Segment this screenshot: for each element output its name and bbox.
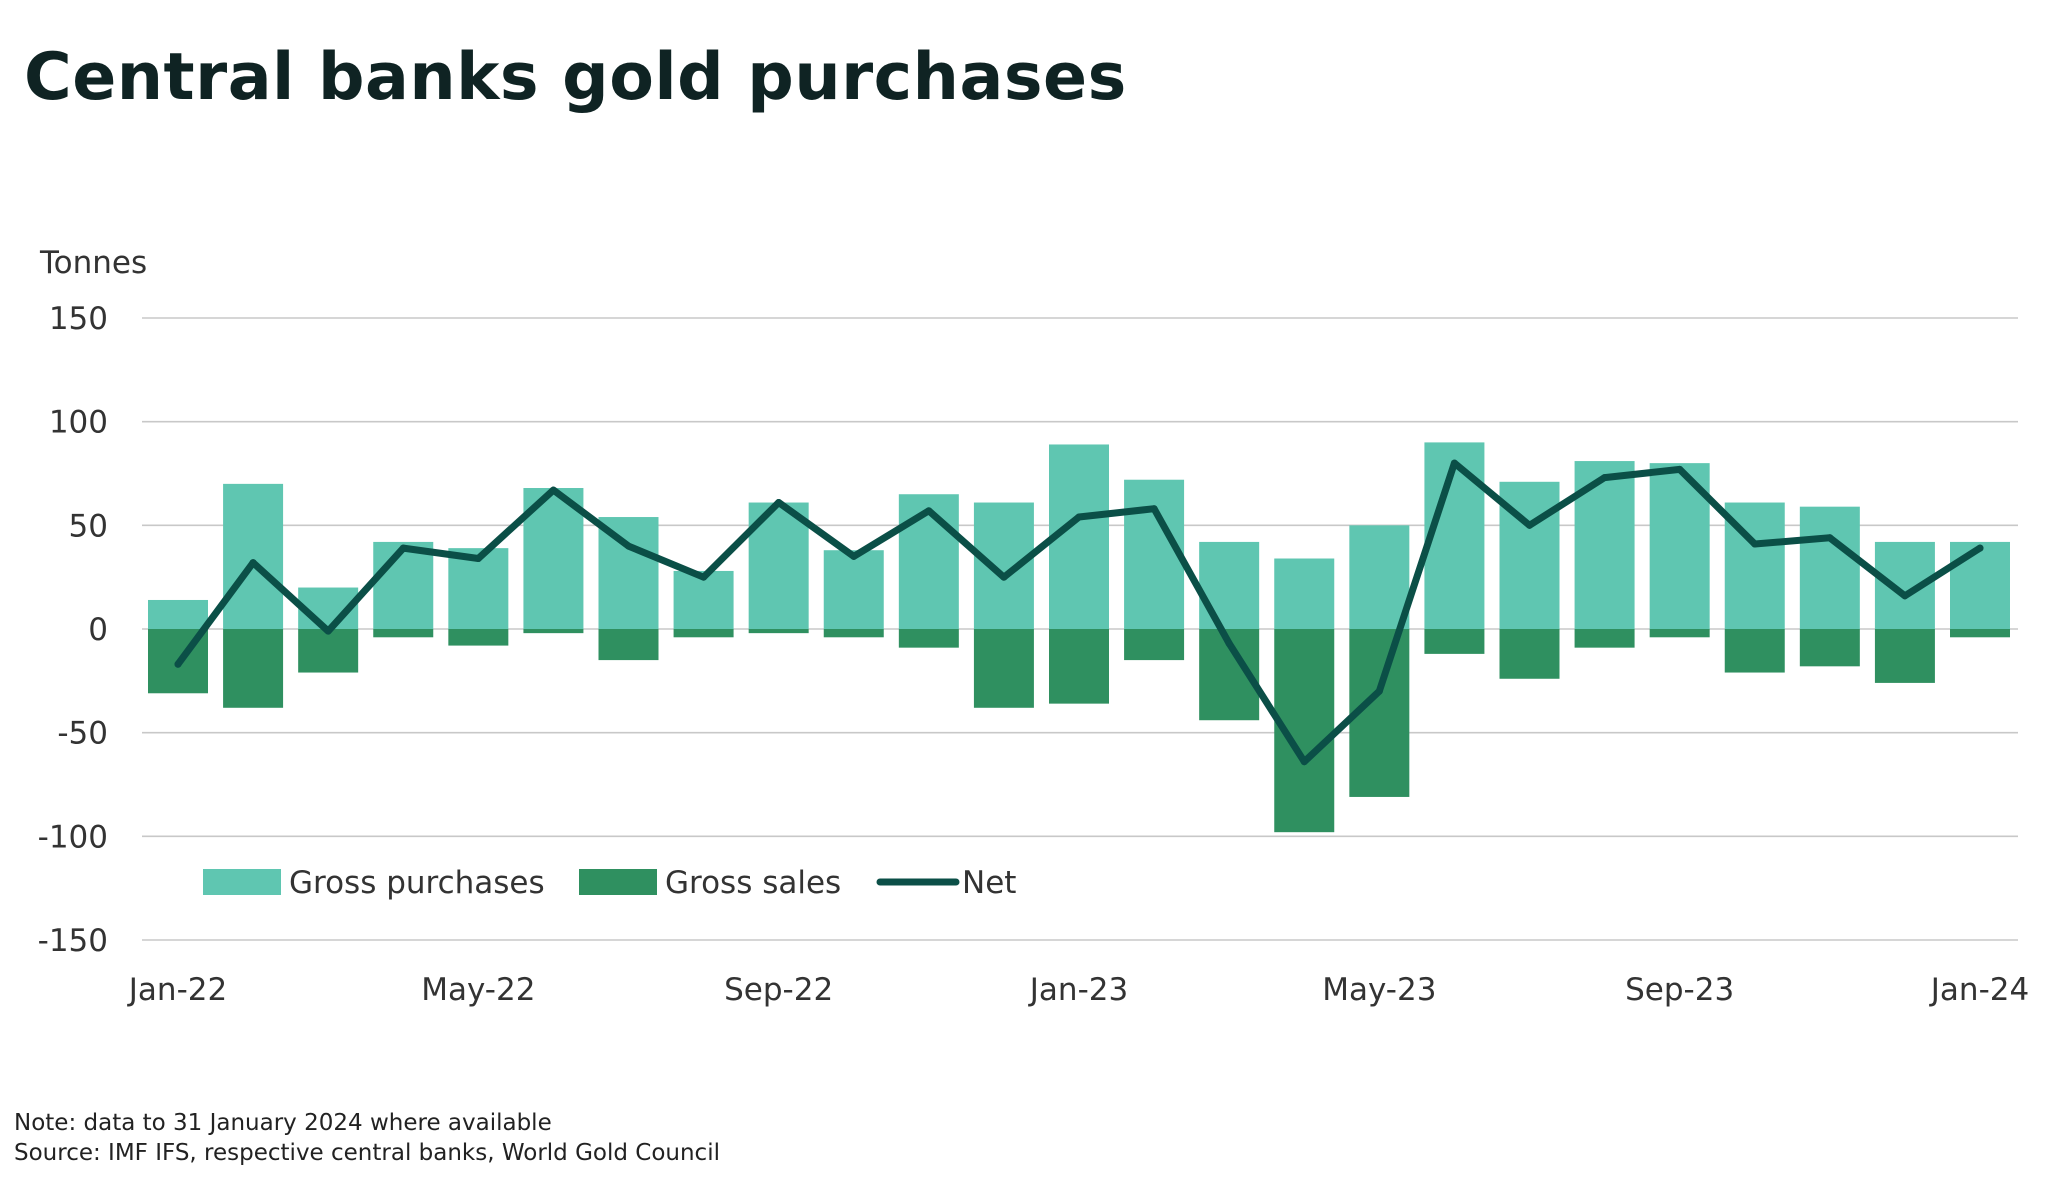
net-point (474, 555, 482, 563)
gross-purchases-bar (598, 517, 659, 629)
y-tick-label: -100 (38, 819, 108, 855)
net-point (925, 507, 933, 515)
net-point (700, 573, 708, 581)
net-point (1976, 544, 1984, 552)
gross-sales-bar (448, 629, 509, 646)
net-point (1375, 687, 1383, 695)
x-tick-label: Jan-22 (127, 972, 227, 1008)
y-tick-label: 0 (88, 612, 108, 648)
x-tick-label: Sep-23 (1625, 972, 1734, 1008)
gross-purchases-bar (898, 494, 959, 629)
net-point (1300, 758, 1308, 766)
gross-purchases-bar (1199, 541, 1260, 629)
net-point (850, 552, 858, 560)
gross-purchases-bar (1799, 506, 1860, 629)
gross-sales-bar (1049, 629, 1109, 704)
gross-purchases-bars (148, 442, 2010, 629)
legend-swatch-gross-sales (579, 869, 657, 895)
gross-sales-bar (223, 629, 284, 708)
gross-purchases-bar (1124, 479, 1185, 629)
gross-sales-bar (1574, 629, 1635, 648)
gross-sales-bar (1424, 629, 1485, 654)
legend: Gross purchases Gross sales Net (203, 865, 1016, 901)
gross-sales-bar (748, 629, 809, 634)
y-tick-labels: 150 100 50 0 -50 -100 -150 (38, 301, 108, 959)
gross-sales-bar (1799, 629, 1860, 667)
x-tick-label: Sep-22 (724, 972, 833, 1008)
x-tick-label: Jan-24 (1929, 972, 2029, 1008)
gross-purchases-bar (1950, 541, 2010, 629)
net-point (399, 544, 407, 552)
gross-purchases-bar (973, 502, 1034, 629)
gross-purchases-bar (1274, 558, 1335, 629)
net-point (549, 486, 557, 494)
net-point (1526, 521, 1533, 529)
gross-purchases-bar (1574, 461, 1635, 629)
legend-label-gross-sales: Gross sales (665, 865, 841, 901)
y-tick-label: -50 (57, 716, 108, 752)
gross-sales-bar (298, 629, 359, 673)
gross-sales-bar (898, 629, 959, 648)
y-tick-label: 50 (69, 508, 108, 544)
net-point (775, 499, 783, 507)
gross-sales-bar (973, 629, 1034, 708)
gross-sales-bar (1874, 629, 1935, 683)
gross-purchases-bar (148, 599, 208, 629)
gross-sales-bar (1649, 629, 1710, 638)
legend-swatch-gross-purchases (203, 869, 281, 895)
net-point (1225, 640, 1233, 648)
y-axis-label: Tonnes (39, 245, 147, 281)
net-point (1075, 513, 1083, 521)
gross-purchases-bar (223, 483, 284, 629)
net-point (1901, 592, 1909, 600)
gross-purchases-bar (1349, 525, 1410, 629)
net-point (1826, 534, 1834, 542)
gross-sales-bar (598, 629, 659, 661)
gross-sales-bar (823, 629, 884, 638)
net-point (1601, 474, 1609, 482)
net-point (174, 660, 182, 668)
gross-purchases-bar (823, 550, 884, 629)
y-tick-label: 100 (49, 405, 108, 441)
x-tick-label: May-23 (1322, 972, 1436, 1008)
net-point (324, 627, 332, 635)
net-point (625, 542, 632, 550)
x-tick-labels: Jan-22 May-22 Sep-22 Jan-23 May-23 Sep-23 Jan-… (127, 972, 2029, 1008)
legend-label-gross-purchases: Gross purchases (289, 865, 545, 901)
gross-sales-bar (1499, 629, 1560, 679)
source-text: Source: IMF IFS, respective central bank… (14, 1140, 720, 1166)
gross-purchases-bar (373, 541, 434, 629)
y-tick-label: -150 (38, 923, 108, 959)
y-tick-label: 150 (49, 301, 108, 337)
x-tick-label: Jan-23 (1028, 972, 1128, 1008)
gross-sales-bar (1124, 629, 1185, 661)
gross-sales-bar (1724, 629, 1785, 673)
net-point (1450, 459, 1458, 467)
net-point (1676, 465, 1684, 473)
footnotes: Note: data to 31 January 2024 where avai… (14, 1108, 720, 1168)
net-points (174, 459, 1984, 766)
note-text: Note: data to 31 January 2024 where avai… (14, 1110, 552, 1136)
net-point (1150, 505, 1158, 513)
chart-title: Central banks gold purchases (24, 40, 1127, 115)
gross-sales-bar (673, 629, 734, 638)
gross-sales-bar (523, 629, 584, 634)
gross-sales-bars (148, 629, 2010, 833)
legend-label-net: Net (962, 865, 1016, 901)
gross-sales-bar (373, 629, 434, 638)
net-point (1000, 573, 1008, 581)
gross-sales-bar (1950, 629, 2010, 638)
x-tick-label: May-22 (421, 972, 535, 1008)
net-point (249, 559, 257, 567)
net-point (1751, 540, 1759, 548)
